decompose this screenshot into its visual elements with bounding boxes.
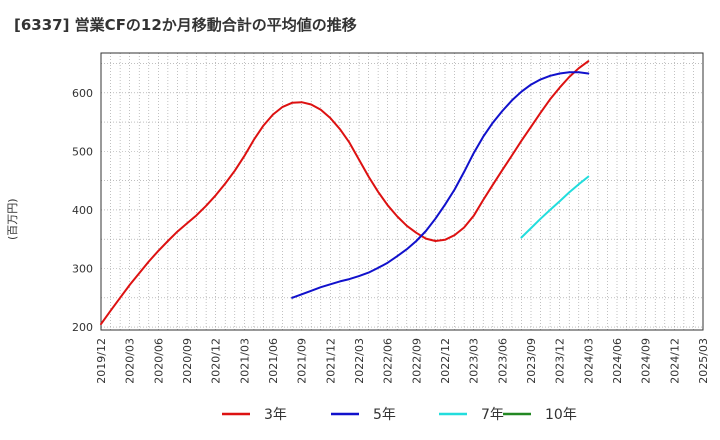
x-tick-label: 2022/03 (353, 338, 366, 384)
legend-label: 5年 (373, 407, 396, 423)
x-tick-label: 2024/03 (582, 338, 595, 384)
x-tick-label: 2022/12 (439, 338, 452, 384)
x-tick-label: 2020/12 (210, 338, 223, 384)
series-line (100, 60, 590, 326)
legend-label: 3年 (264, 407, 287, 423)
plot-border (100, 52, 704, 331)
x-tick-label: 2021/09 (296, 338, 309, 384)
x-axis-ticks: 2019/12 2020/03 2020/06 2020/09 2020/12 2021/… (95, 338, 710, 384)
y-tick-label: 600 (72, 87, 93, 100)
x-tick-label: 2019/12 (95, 338, 108, 384)
series-line (291, 71, 590, 299)
x-tick-label: 2023/12 (554, 338, 567, 384)
y-tick-label: 400 (72, 204, 93, 217)
legend-label: 10年 (545, 407, 577, 423)
y-tick-label: 200 (72, 321, 93, 334)
x-tick-label: 2022/09 (410, 338, 423, 384)
x-tick-label: 2021/06 (267, 338, 280, 384)
x-tick-label: 2021/12 (324, 338, 337, 384)
x-tick-label: 2024/09 (640, 338, 653, 384)
x-tick-label: 2021/03 (238, 338, 251, 384)
x-tick-label: 2023/03 (468, 338, 481, 384)
plot-background (101, 53, 703, 330)
x-tick-label: 2025/03 (697, 338, 710, 384)
x-tick-label: 2023/09 (525, 338, 538, 384)
x-tick-label: 2024/06 (611, 338, 624, 384)
chart-title: [6337] 営業CFの12か月移動合計の平均値の推移 (14, 16, 357, 34)
y-tick-label: 500 (72, 145, 93, 158)
y-axis-ticks: 200 300 400 500 600 (72, 87, 93, 334)
x-tick-label: 2020/09 (181, 338, 194, 384)
x-tick-label: 2020/06 (152, 338, 165, 384)
legend-label: 7年 (481, 407, 504, 423)
x-tick-label: 2020/03 (124, 338, 137, 384)
y-tick-label: 300 (72, 263, 93, 276)
legend: 3年 5年 7年 10年 (222, 407, 577, 423)
x-tick-label: 2024/12 (668, 338, 681, 384)
x-tick-label: 2023/06 (496, 338, 509, 384)
x-tick-label: 2022/06 (382, 338, 395, 384)
horizontal-gridlines (101, 63, 703, 328)
series-lines (100, 60, 590, 326)
series-line (520, 175, 590, 239)
